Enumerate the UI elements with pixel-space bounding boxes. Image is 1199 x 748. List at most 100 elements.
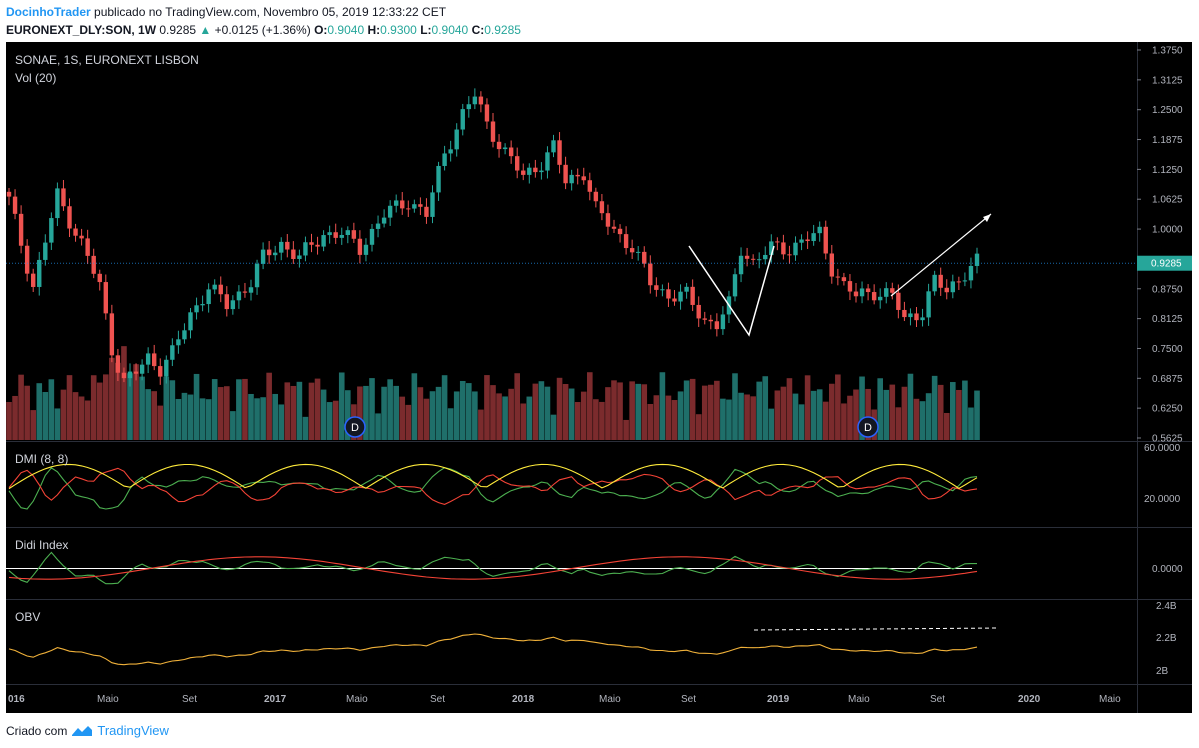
- didi-long-line: [8, 556, 978, 580]
- price-tick-label: 1.3750: [1152, 46, 1183, 57]
- candle-body: [926, 291, 931, 318]
- volume-bar: [877, 378, 883, 440]
- volume-bar: [308, 382, 315, 440]
- volume-bar: [66, 375, 73, 440]
- candle-body: [418, 204, 423, 207]
- volume-pane-title: Vol (20): [15, 71, 56, 85]
- high-label: H:: [367, 23, 381, 37]
- obv-support-drawing[interactable]: [753, 627, 999, 631]
- dividend-marker[interactable]: D: [344, 416, 366, 438]
- candle-body: [811, 233, 816, 242]
- trend-arrow-drawing[interactable]: [890, 213, 992, 297]
- volume-bar: [641, 384, 648, 440]
- volume-bar: [157, 405, 164, 440]
- volume-bar: [12, 395, 18, 440]
- volume-bar: [435, 386, 442, 440]
- volume-bar: [950, 382, 956, 440]
- candle-body: [381, 217, 387, 224]
- candle-body: [853, 291, 859, 297]
- volume-bar: [72, 392, 79, 440]
- volume-bar: [139, 376, 145, 440]
- volume-bar: [768, 408, 775, 440]
- candle-body: [442, 153, 447, 166]
- volume-bar: [962, 380, 968, 440]
- volume-bar: [937, 384, 944, 440]
- volume-bar: [635, 383, 641, 440]
- symbol-label: EURONEXT_DLY:SON, 1W: [6, 23, 157, 37]
- candle-body: [871, 292, 877, 301]
- volume-bar: [84, 400, 91, 440]
- volume-bar: [701, 385, 708, 440]
- candle-body: [666, 289, 671, 299]
- volume-bar: [199, 398, 206, 440]
- candle-body: [260, 249, 266, 264]
- volume-bar: [284, 382, 291, 440]
- candle-body: [587, 180, 592, 192]
- price-tick-label: 0.6875: [1152, 374, 1183, 385]
- candle-body: [521, 170, 526, 175]
- candle-body: [968, 265, 974, 281]
- volume-bar: [363, 385, 369, 440]
- close-value: 0.9285: [484, 23, 521, 37]
- price-tick-label: 1.3125: [1152, 75, 1183, 86]
- volume-bar: [677, 391, 684, 440]
- volume-bar: [520, 403, 527, 440]
- candle-body: [37, 259, 42, 287]
- candle-body: [188, 312, 193, 331]
- candle-body: [230, 300, 236, 310]
- volume-bar: [810, 390, 817, 440]
- candle-body: [375, 223, 381, 229]
- current-price-tag: [1137, 255, 1192, 271]
- dividend-label: D: [351, 422, 359, 434]
- candle-body: [920, 317, 925, 321]
- candle-body: [563, 164, 568, 184]
- candle-body: [309, 242, 314, 245]
- minus-di-line: [8, 467, 978, 505]
- time-axis-label: Set: [681, 694, 696, 705]
- candle-body: [636, 251, 641, 253]
- volume-bar: [659, 372, 666, 440]
- author-link[interactable]: DocinhoTrader: [6, 5, 91, 19]
- volume-bar: [835, 374, 841, 440]
- volume-bar: [205, 399, 212, 440]
- volume-bar: [121, 346, 127, 440]
- time-axis-label: Set: [430, 694, 445, 705]
- candle-body: [145, 353, 151, 365]
- candle-body: [629, 248, 635, 253]
- candle-body: [793, 242, 798, 256]
- volume-bar: [423, 398, 430, 440]
- candle-body: [285, 241, 290, 250]
- open-value: 0.9040: [327, 23, 365, 37]
- volume-bar: [762, 376, 769, 440]
- volume-bar: [925, 393, 932, 440]
- volume-bar: [90, 375, 97, 440]
- volume-bar: [943, 412, 950, 440]
- axes: 1.3750 1.3125 1.2500 1.1875 1.1250 1.0625 1.00…: [8, 46, 1183, 706]
- candle-body: [73, 228, 78, 236]
- dividend-marker[interactable]: D: [857, 416, 879, 438]
- volume-bar: [514, 373, 520, 440]
- volume-bar: [665, 395, 672, 440]
- candle-body: [121, 372, 127, 379]
- candle-body: [817, 226, 822, 234]
- volume-bar: [841, 403, 847, 440]
- volume-bar: [792, 393, 799, 440]
- candle-body: [938, 274, 943, 288]
- volume-bar: [54, 408, 61, 440]
- candle-body: [962, 280, 968, 282]
- tradingview-link[interactable]: TradingView: [97, 723, 169, 738]
- volume-bar: [151, 391, 157, 440]
- time-axis-label: 016: [8, 694, 25, 705]
- candle-body: [133, 371, 139, 374]
- candle-body: [763, 254, 768, 260]
- candle-body: [690, 286, 695, 305]
- volume-bar: [744, 394, 750, 440]
- candle-body: [55, 188, 60, 219]
- candle-body: [424, 206, 429, 217]
- candle-body: [49, 218, 54, 243]
- publish-text: publicado no TradingView.com, Novembro 0…: [94, 5, 447, 19]
- chart-canvas[interactable]: 1.3750 1.3125 1.2500 1.1875 1.1250 1.0625 1.00…: [6, 42, 1192, 713]
- volume-bar: [822, 401, 829, 440]
- w-pattern-drawing[interactable]: [688, 245, 775, 337]
- candle-body: [890, 288, 895, 293]
